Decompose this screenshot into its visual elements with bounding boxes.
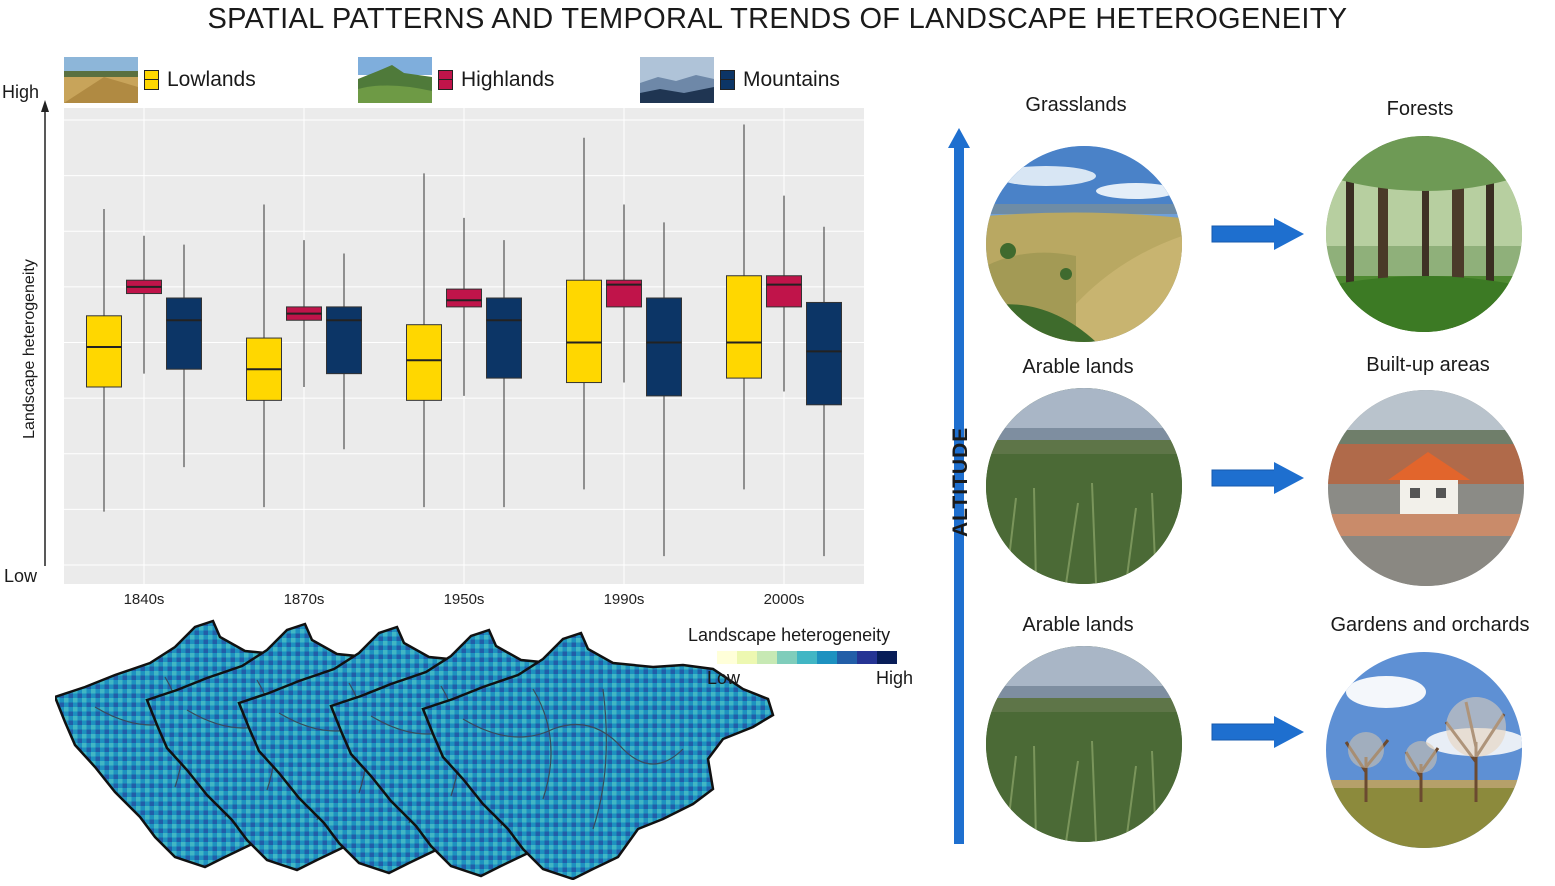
transition-to-label: Forests (1386, 98, 1454, 120)
y-axis-arrowhead (41, 100, 49, 112)
map-legend-title: Landscape heterogeneity (688, 625, 891, 645)
altitude-label: ALTITUDE (949, 426, 972, 537)
colorbar-step (737, 651, 757, 664)
forests-photo (1326, 136, 1522, 332)
legend-label: Lowlands (167, 68, 256, 91)
box-mountains-1840s (166, 244, 202, 468)
colorbar-step (797, 651, 817, 664)
legend-item-mountains: Mountains (640, 56, 840, 104)
x-tick-label: 1950s (444, 591, 485, 608)
box-mountains-1990s (646, 222, 682, 557)
transition-from-label: Arable lands (1022, 614, 1134, 636)
legend-item-lowlands: Lowlands (64, 56, 256, 104)
page-title: SPATIAL PATTERNS AND TEMPORAL TRENDS OF … (207, 3, 1348, 35)
altitude-arrow (948, 128, 970, 844)
box (806, 301, 842, 406)
box-highlands-1840s (126, 235, 162, 374)
box-highlands-1990s (606, 204, 642, 383)
box (446, 288, 482, 308)
box-lowlands-1950s (406, 173, 442, 508)
transition-from-label: Arable lands (1022, 356, 1134, 378)
legend-item-highlands: Highlands (358, 56, 554, 104)
box-mountains-2000s (806, 226, 842, 557)
box-mountains-1870s (326, 253, 362, 450)
transition-arrow-2 (1211, 462, 1304, 494)
legend-label: Highlands (461, 68, 555, 91)
box (86, 315, 122, 388)
box-highlands-1870s (286, 240, 322, 387)
gardens-orchards-photo (1326, 652, 1522, 848)
box-lowlands-1870s (246, 204, 282, 508)
box-lowlands-1990s (566, 137, 602, 490)
map-legend-high: High (876, 668, 914, 688)
mountains-swatch (720, 70, 735, 90)
grasslands-photo (986, 146, 1182, 342)
highlands-thumbnail (358, 57, 432, 103)
arable-lands-photo (986, 388, 1182, 584)
box (166, 297, 202, 370)
map-rivers (462, 688, 684, 830)
box (726, 275, 762, 379)
box (646, 297, 682, 397)
legend-label: Mountains (743, 68, 840, 91)
transition-arrow-1 (1211, 218, 1304, 250)
x-tick-label: 1840s (124, 591, 165, 608)
box (566, 279, 602, 384)
boxplot-chart: 1840s 1870s 1950s 1990s 2000s (41, 100, 864, 608)
colorbar-step (877, 651, 897, 664)
transition-from-label: Grasslands (1025, 94, 1127, 116)
box (406, 324, 442, 401)
box-highlands-1950s (446, 217, 482, 396)
boxes (86, 124, 842, 557)
box-mountains-1950s (486, 240, 522, 508)
heterogeneity-maps (55, 619, 775, 880)
map-legend-colorbar (717, 651, 897, 664)
built-up-areas-photo (1328, 390, 1524, 586)
arable-lands-photo-2 (986, 646, 1182, 842)
colorbar-step (857, 651, 877, 664)
box (766, 275, 802, 308)
colorbar-step (717, 651, 737, 664)
lowlands-swatch (144, 70, 159, 90)
x-tick-labels: 1840s 1870s 1950s 1990s 2000s (124, 591, 805, 608)
lowlands-thumbnail (64, 57, 138, 103)
colorbar-step (837, 651, 857, 664)
box-highlands-2000s (766, 195, 802, 392)
box-lowlands-2000s (726, 124, 762, 490)
axis-high-label: High (2, 82, 40, 102)
transition-to-label: Gardens and orchards (1330, 614, 1530, 636)
box (326, 306, 362, 375)
transition-to-label: Built-up areas (1366, 354, 1490, 376)
box (486, 297, 522, 379)
map-legend-low: Low (707, 668, 741, 688)
axis-low-label: Low (4, 566, 38, 586)
box-lowlands-1840s (86, 209, 122, 512)
map-slice (421, 631, 775, 880)
colorbar-step (817, 651, 837, 664)
colorbar-step (757, 651, 777, 664)
x-tick-label: 2000s (764, 591, 805, 608)
x-tick-label: 1870s (284, 591, 325, 608)
x-tick-label: 1990s (604, 591, 645, 608)
colorbar-step (777, 651, 797, 664)
transition-arrow-3 (1211, 716, 1304, 748)
mountains-thumbnail (640, 57, 714, 103)
highlands-swatch (438, 70, 453, 90)
